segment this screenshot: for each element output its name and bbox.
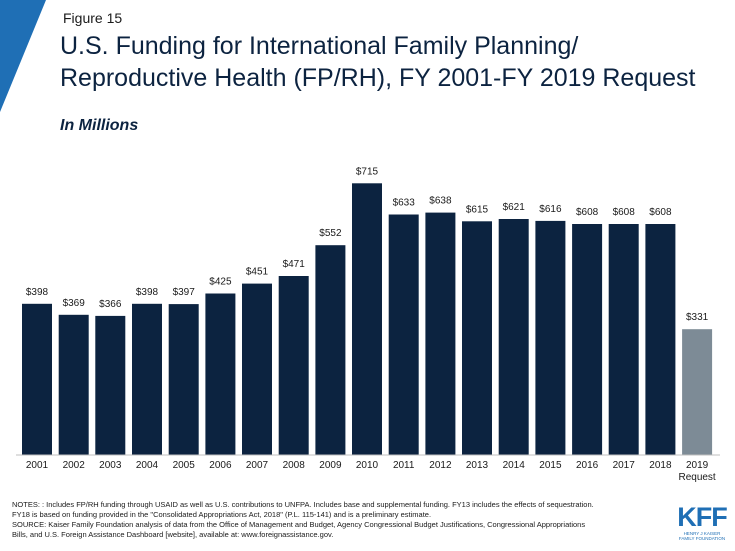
- x-tick-label-2011: 2011: [393, 460, 415, 471]
- bar-chart: $398 2001 $369 2002 $366 2003 $398 2004 $397 2005…: [16, 166, 720, 483]
- kff-logo: KFF HENRY J KAISER FAMILY FOUNDATION: [676, 503, 728, 541]
- data-label-2002: $369: [63, 298, 86, 309]
- data-label-2018: $608: [649, 207, 672, 218]
- bar-2013: [462, 221, 492, 455]
- data-label-2019: $331: [686, 312, 709, 323]
- data-label-2014: $621: [503, 202, 526, 213]
- bar-2012: [425, 212, 456, 455]
- data-label-2011: $633: [393, 198, 416, 209]
- x-tick-label-2017: 2017: [613, 460, 636, 471]
- notes-line-3: SOURCE: Kaiser Family Foundation analysi…: [12, 520, 586, 529]
- x-tick-label-2019: 2019: [686, 460, 709, 471]
- data-label-2013: $615: [466, 204, 489, 215]
- x-tick-label-2018: 2018: [649, 460, 672, 471]
- bar-2002: [58, 314, 89, 455]
- corner-accent: [0, 0, 46, 112]
- data-label-2010: $715: [356, 166, 379, 177]
- data-label-2007: $451: [246, 267, 269, 278]
- chart-title: U.S. Funding for International Family Pl…: [60, 30, 720, 94]
- x-tick-label-2006: 2006: [209, 460, 232, 471]
- bar-2004: [132, 303, 162, 455]
- x-tick-label-2008: 2008: [283, 460, 306, 471]
- x-tick-label-2010: 2010: [356, 460, 379, 471]
- x-tick-label-2005: 2005: [173, 460, 196, 471]
- bar-2016: [572, 224, 603, 455]
- x-tick-label-2007: 2007: [246, 460, 269, 471]
- bar-2017: [608, 224, 639, 455]
- x-tick-label-2012: 2012: [429, 460, 452, 471]
- bar-2006: [205, 293, 236, 455]
- chart-title-line-1: U.S. Funding for International Family Pl…: [60, 32, 579, 60]
- bar-2007: [242, 283, 272, 455]
- data-label-2001: $398: [26, 287, 49, 298]
- data-label-2006: $425: [209, 277, 232, 288]
- bar-2019: [682, 329, 713, 455]
- bar-2003: [95, 315, 126, 455]
- x-tick-label-2009: 2009: [319, 460, 342, 471]
- bar-2014: [498, 219, 529, 455]
- x-tick-sublabel-2019: Request: [678, 472, 715, 483]
- data-label-2009: $552: [319, 228, 342, 239]
- x-tick-label-2002: 2002: [63, 460, 86, 471]
- x-tick-label-2004: 2004: [136, 460, 159, 471]
- chart-title-line-2: Reproductive Health (FP/RH), FY 2001-FY …: [60, 64, 696, 92]
- x-tick-label-2003: 2003: [99, 460, 122, 471]
- bar-2001: [22, 303, 52, 455]
- chart-notes: NOTES: : Includes FP/RH funding through …: [12, 500, 662, 540]
- logo-wordmark: KFF: [677, 502, 727, 532]
- data-label-2005: $397: [173, 287, 196, 298]
- notes-line-2: FY18 is based on funding provided in the…: [12, 510, 432, 519]
- chart-subtitle: In Millions: [60, 117, 139, 134]
- data-label-2004: $398: [136, 287, 159, 298]
- data-label-2008: $471: [283, 259, 306, 270]
- notes-line-1: NOTES: : Includes FP/RH funding through …: [12, 500, 594, 509]
- data-label-2003: $366: [99, 299, 122, 310]
- notes-line-4: Bills, and U.S. Foreign Assistance Dashb…: [12, 530, 334, 539]
- data-label-2012: $638: [429, 196, 452, 207]
- data-label-2015: $616: [539, 204, 562, 215]
- bar-2010: [352, 183, 382, 456]
- bar-2008: [278, 276, 309, 455]
- data-label-2016: $608: [576, 207, 599, 218]
- x-tick-label-2014: 2014: [503, 460, 526, 471]
- logo-subtext-2: FAMILY FOUNDATION: [678, 536, 726, 541]
- bar-2009: [315, 245, 346, 455]
- data-label-2017: $608: [613, 207, 636, 218]
- figure-label: Figure 15: [63, 10, 123, 26]
- logo-subtext-1: HENRY J KAISER: [683, 531, 721, 536]
- bar-2015: [535, 220, 566, 455]
- bar-2011: [388, 214, 419, 455]
- x-tick-label-2015: 2015: [539, 460, 562, 471]
- x-tick-label-2001: 2001: [26, 460, 49, 471]
- bar-2018: [645, 224, 676, 455]
- bar-2005: [168, 304, 199, 455]
- x-tick-label-2016: 2016: [576, 460, 599, 471]
- x-tick-label-2013: 2013: [466, 460, 489, 471]
